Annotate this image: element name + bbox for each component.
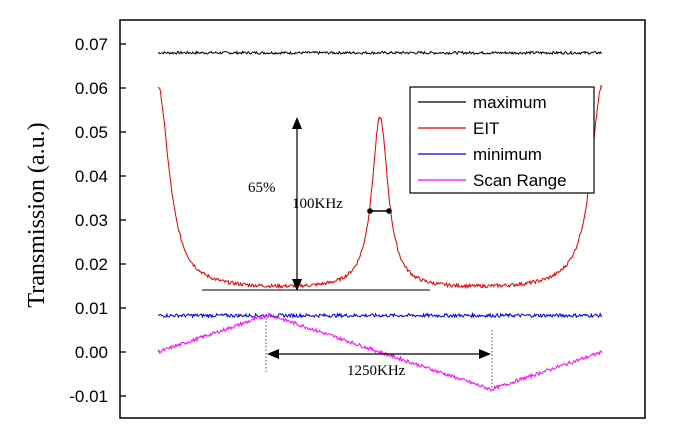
series-line-maximum — [157, 50, 603, 56]
scan-width-arrow-head-left — [267, 349, 279, 359]
scan-width-arrow-head-right — [479, 349, 491, 359]
y-axis: 0.07 0.06 0.05 0.04 0.03 0.02 0.01 0.00 -0.01 — [69, 35, 126, 406]
linewidth-dot-right — [386, 208, 392, 214]
contrast-arrow-head-top — [292, 117, 302, 129]
series-layer — [157, 50, 603, 392]
series-line-scan-range — [157, 312, 603, 392]
contrast-arrow-head-bottom — [292, 279, 302, 291]
contrast-label: 65% — [248, 180, 276, 196]
legend-label: maximum — [473, 93, 547, 112]
y-tick-label: 0.07 — [75, 35, 108, 54]
plot-frame — [119, 19, 646, 419]
y-tick-label: 0.06 — [75, 79, 108, 98]
legend-box — [409, 86, 595, 194]
y-axis-label: Transmission (a.u.) — [24, 122, 50, 307]
y-tick-label: 0.00 — [75, 343, 108, 362]
y-tick-label: -0.01 — [69, 387, 108, 406]
y-tick-label: 0.02 — [75, 255, 108, 274]
y-tick-label: 0.01 — [75, 299, 108, 318]
legend-label: EIT — [473, 119, 499, 138]
y-tick-label: 0.05 — [75, 123, 108, 142]
linewidth-dot-left — [367, 208, 373, 214]
series-line-eit — [157, 84, 603, 290]
legend-label: minimum — [473, 145, 542, 164]
annotations: 65% 100KHz 1250KHz — [202, 117, 493, 388]
y-tick-label: 0.04 — [75, 167, 108, 186]
legend-label: Scan Range — [473, 171, 567, 190]
scan-width-label: 1250KHz — [347, 363, 406, 379]
y-tick-label: 0.03 — [75, 211, 108, 230]
series-line-minimum — [157, 311, 603, 319]
linewidth-label: 100KHz — [292, 196, 343, 212]
legend: maximum EIT minimum Scan Range — [409, 86, 595, 194]
